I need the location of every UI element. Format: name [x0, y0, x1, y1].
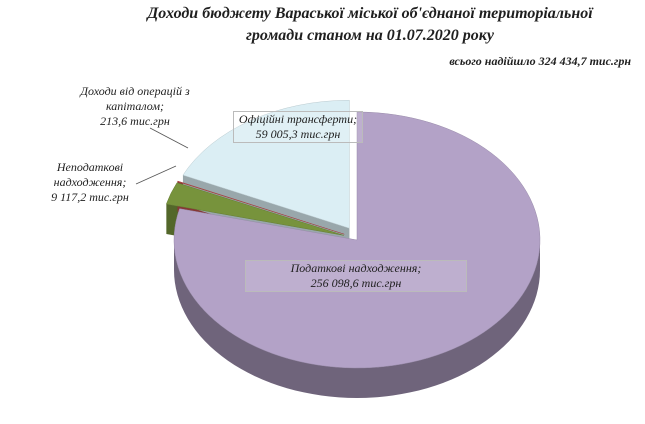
slice-value: 213,6 тис.грн	[100, 114, 170, 128]
slice-category: Доходи від операцій з капіталом;	[80, 84, 190, 113]
slice-category: Офіційні трансферти;	[238, 112, 358, 126]
slice-value: 9 117,2 тис.грн	[51, 190, 129, 204]
slice-label: Офіційні трансферти; 59 005,3 тис.грн	[233, 111, 363, 143]
slice-value: 59 005,3 тис.грн	[255, 127, 341, 141]
chart-title: Доходи бюджету Вараської міської об'єдна…	[147, 5, 593, 44]
slice-category: Податкові надходження;	[290, 261, 422, 275]
leader-line	[149, 127, 189, 149]
slice-label: Податкові надходження; 256 098,6 тис.грн	[245, 260, 467, 292]
slice-label: Неподаткові надходження; 9 117,2 тис.грн	[44, 160, 136, 205]
chart-subtitle: всього надійшло 324 434,7 тис.грн	[449, 54, 631, 68]
slice-value: 256 098,6 тис.грн	[310, 276, 402, 290]
slice-category: Неподаткові надходження;	[53, 160, 127, 189]
pie-slice	[173, 111, 541, 369]
slice-label: Доходи від операцій з капіталом; 213,6 ти…	[76, 84, 194, 129]
pie-slice	[182, 99, 350, 229]
slice-side	[174, 240, 540, 398]
pie-slice	[177, 180, 345, 235]
leader-line	[135, 165, 177, 185]
pie-slice	[166, 182, 344, 236]
